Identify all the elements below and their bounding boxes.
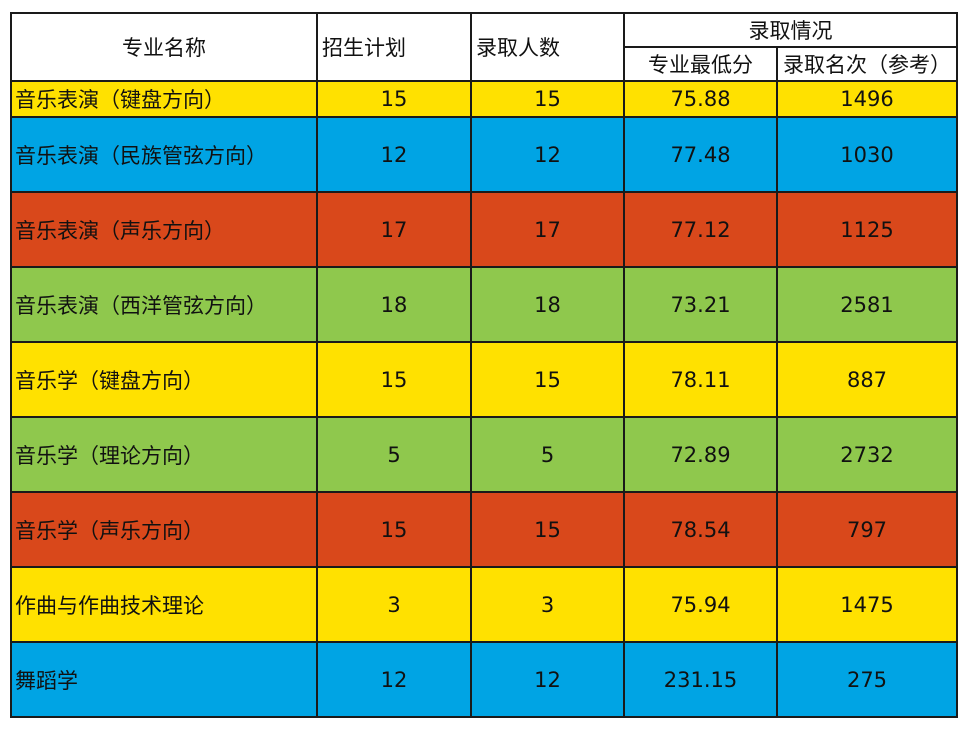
min-score-cell: 77.12 bbox=[624, 192, 777, 267]
major-name-cell: 舞蹈学 bbox=[11, 642, 317, 717]
major-name-cell: 音乐表演（民族管弦方向） bbox=[11, 117, 317, 192]
enrollment-plan-cell: 3 bbox=[317, 567, 471, 642]
major-name-cell: 音乐学（理论方向） bbox=[11, 417, 317, 492]
admitted-count-cell: 17 bbox=[471, 192, 624, 267]
admitted-count-cell: 5 bbox=[471, 417, 624, 492]
admitted-count-cell: 15 bbox=[471, 81, 624, 117]
enrollment-plan-cell: 15 bbox=[317, 81, 471, 117]
admission-rank-cell: 1475 bbox=[777, 567, 957, 642]
enrollment-plan-cell: 15 bbox=[317, 492, 471, 567]
table-row: 音乐学（键盘方向） 15 15 78.11 887 bbox=[11, 342, 957, 417]
table-row: 音乐表演（民族管弦方向） 12 12 77.48 1030 bbox=[11, 117, 957, 192]
header-min-score: 专业最低分 bbox=[624, 47, 777, 81]
min-score-cell: 78.11 bbox=[624, 342, 777, 417]
admission-table: 专业名称 招生计划 录取人数 录取情况 专业最低分 录取名次（参考） 音乐表演（… bbox=[10, 12, 958, 718]
major-name-cell: 作曲与作曲技术理论 bbox=[11, 567, 317, 642]
table-row: 舞蹈学 12 12 231.15 275 bbox=[11, 642, 957, 717]
major-name-cell: 音乐表演（西洋管弦方向） bbox=[11, 267, 317, 342]
admission-table-container: 专业名称 招生计划 录取人数 录取情况 专业最低分 录取名次（参考） 音乐表演（… bbox=[10, 12, 956, 718]
enrollment-plan-cell: 18 bbox=[317, 267, 471, 342]
admission-rank-cell: 2581 bbox=[777, 267, 957, 342]
enrollment-plan-cell: 12 bbox=[317, 642, 471, 717]
min-score-cell: 75.88 bbox=[624, 81, 777, 117]
header-admitted-count: 录取人数 bbox=[471, 13, 624, 81]
min-score-cell: 77.48 bbox=[624, 117, 777, 192]
min-score-cell: 73.21 bbox=[624, 267, 777, 342]
admitted-count-cell: 15 bbox=[471, 342, 624, 417]
admission-rank-cell: 1030 bbox=[777, 117, 957, 192]
min-score-cell: 78.54 bbox=[624, 492, 777, 567]
table-row: 音乐学（理论方向） 5 5 72.89 2732 bbox=[11, 417, 957, 492]
table-row: 音乐表演（西洋管弦方向） 18 18 73.21 2581 bbox=[11, 267, 957, 342]
min-score-cell: 75.94 bbox=[624, 567, 777, 642]
major-name-cell: 音乐表演（键盘方向） bbox=[11, 81, 317, 117]
admission-rank-cell: 887 bbox=[777, 342, 957, 417]
admission-rank-cell: 1496 bbox=[777, 81, 957, 117]
admitted-count-cell: 15 bbox=[471, 492, 624, 567]
admitted-count-cell: 12 bbox=[471, 642, 624, 717]
major-name-cell: 音乐表演（声乐方向） bbox=[11, 192, 317, 267]
header-admission-status: 录取情况 bbox=[624, 13, 957, 47]
major-name-cell: 音乐学（声乐方向） bbox=[11, 492, 317, 567]
admitted-count-cell: 3 bbox=[471, 567, 624, 642]
min-score-cell: 72.89 bbox=[624, 417, 777, 492]
admission-rank-cell: 2732 bbox=[777, 417, 957, 492]
header-admission-rank: 录取名次（参考） bbox=[777, 47, 957, 81]
table-row: 音乐表演（键盘方向） 15 15 75.88 1496 bbox=[11, 81, 957, 117]
table-row: 音乐表演（声乐方向） 17 17 77.12 1125 bbox=[11, 192, 957, 267]
admitted-count-cell: 18 bbox=[471, 267, 624, 342]
admitted-count-cell: 12 bbox=[471, 117, 624, 192]
enrollment-plan-cell: 12 bbox=[317, 117, 471, 192]
major-name-cell: 音乐学（键盘方向） bbox=[11, 342, 317, 417]
admission-rank-cell: 1125 bbox=[777, 192, 957, 267]
table-header: 专业名称 招生计划 录取人数 录取情况 专业最低分 录取名次（参考） bbox=[11, 13, 957, 81]
min-score-cell: 231.15 bbox=[624, 642, 777, 717]
admission-rank-cell: 275 bbox=[777, 642, 957, 717]
admission-rank-cell: 797 bbox=[777, 492, 957, 567]
table-row: 作曲与作曲技术理论 3 3 75.94 1475 bbox=[11, 567, 957, 642]
enrollment-plan-cell: 15 bbox=[317, 342, 471, 417]
enrollment-plan-cell: 5 bbox=[317, 417, 471, 492]
header-enrollment-plan: 招生计划 bbox=[317, 13, 471, 81]
table-body: 音乐表演（键盘方向） 15 15 75.88 1496 音乐表演（民族管弦方向）… bbox=[11, 81, 957, 717]
table-row: 音乐学（声乐方向） 15 15 78.54 797 bbox=[11, 492, 957, 567]
header-major-name: 专业名称 bbox=[11, 13, 317, 81]
enrollment-plan-cell: 17 bbox=[317, 192, 471, 267]
